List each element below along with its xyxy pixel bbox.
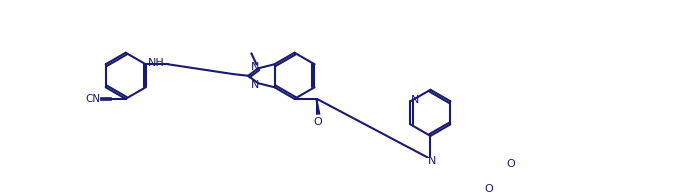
- Text: O: O: [506, 159, 515, 169]
- Text: N: N: [428, 156, 436, 166]
- Text: N: N: [410, 95, 419, 105]
- Text: CN: CN: [85, 94, 100, 104]
- Text: NH: NH: [148, 58, 165, 68]
- Text: N: N: [251, 62, 259, 72]
- Text: O: O: [313, 117, 322, 127]
- Text: O: O: [485, 184, 494, 192]
- Text: N: N: [251, 80, 259, 90]
